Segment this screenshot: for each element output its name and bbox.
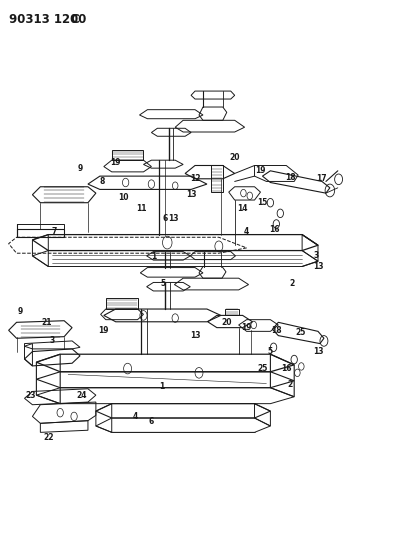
Text: 10: 10: [118, 193, 129, 202]
Text: 23: 23: [25, 391, 36, 400]
Text: 8: 8: [99, 177, 105, 186]
Text: 12: 12: [190, 174, 200, 183]
Text: 25: 25: [295, 328, 305, 337]
Text: 25: 25: [257, 364, 267, 373]
Text: 18: 18: [271, 326, 282, 335]
Text: 17: 17: [317, 174, 327, 183]
Text: 19: 19: [111, 158, 121, 167]
Text: 14: 14: [237, 204, 248, 213]
Text: 13: 13: [313, 347, 323, 356]
Text: 5: 5: [161, 279, 166, 288]
Text: 7: 7: [52, 228, 57, 237]
Text: 19: 19: [241, 323, 252, 332]
Text: 19: 19: [255, 166, 266, 175]
Text: 20: 20: [222, 318, 232, 327]
Text: 13: 13: [186, 190, 196, 199]
Text: 20: 20: [229, 153, 240, 162]
Text: 2: 2: [288, 380, 293, 389]
Text: 13: 13: [168, 214, 178, 223]
Text: 5: 5: [268, 347, 273, 356]
Text: 13: 13: [190, 331, 200, 340]
Text: 4: 4: [133, 412, 138, 421]
Text: 16: 16: [281, 364, 291, 373]
Text: 21: 21: [41, 318, 52, 327]
Text: C: C: [70, 13, 79, 26]
Text: 3: 3: [50, 336, 55, 345]
Text: 24: 24: [77, 391, 87, 400]
Text: 16: 16: [269, 225, 280, 234]
Text: 22: 22: [43, 433, 54, 442]
Text: 2: 2: [290, 279, 295, 288]
Text: 18: 18: [285, 173, 296, 182]
Text: 6: 6: [163, 214, 168, 223]
Text: 90313 1200: 90313 1200: [9, 13, 86, 26]
Text: 13: 13: [313, 262, 323, 271]
Text: 19: 19: [99, 326, 109, 335]
Text: 6: 6: [149, 417, 154, 426]
Text: 9: 9: [77, 164, 83, 173]
Text: 15: 15: [257, 198, 267, 207]
Text: 9: 9: [18, 307, 23, 316]
Text: 3: 3: [313, 252, 319, 260]
Text: 1: 1: [151, 253, 156, 261]
Text: 4: 4: [244, 228, 249, 237]
Text: 11: 11: [136, 204, 147, 213]
Text: 1: 1: [159, 382, 164, 391]
